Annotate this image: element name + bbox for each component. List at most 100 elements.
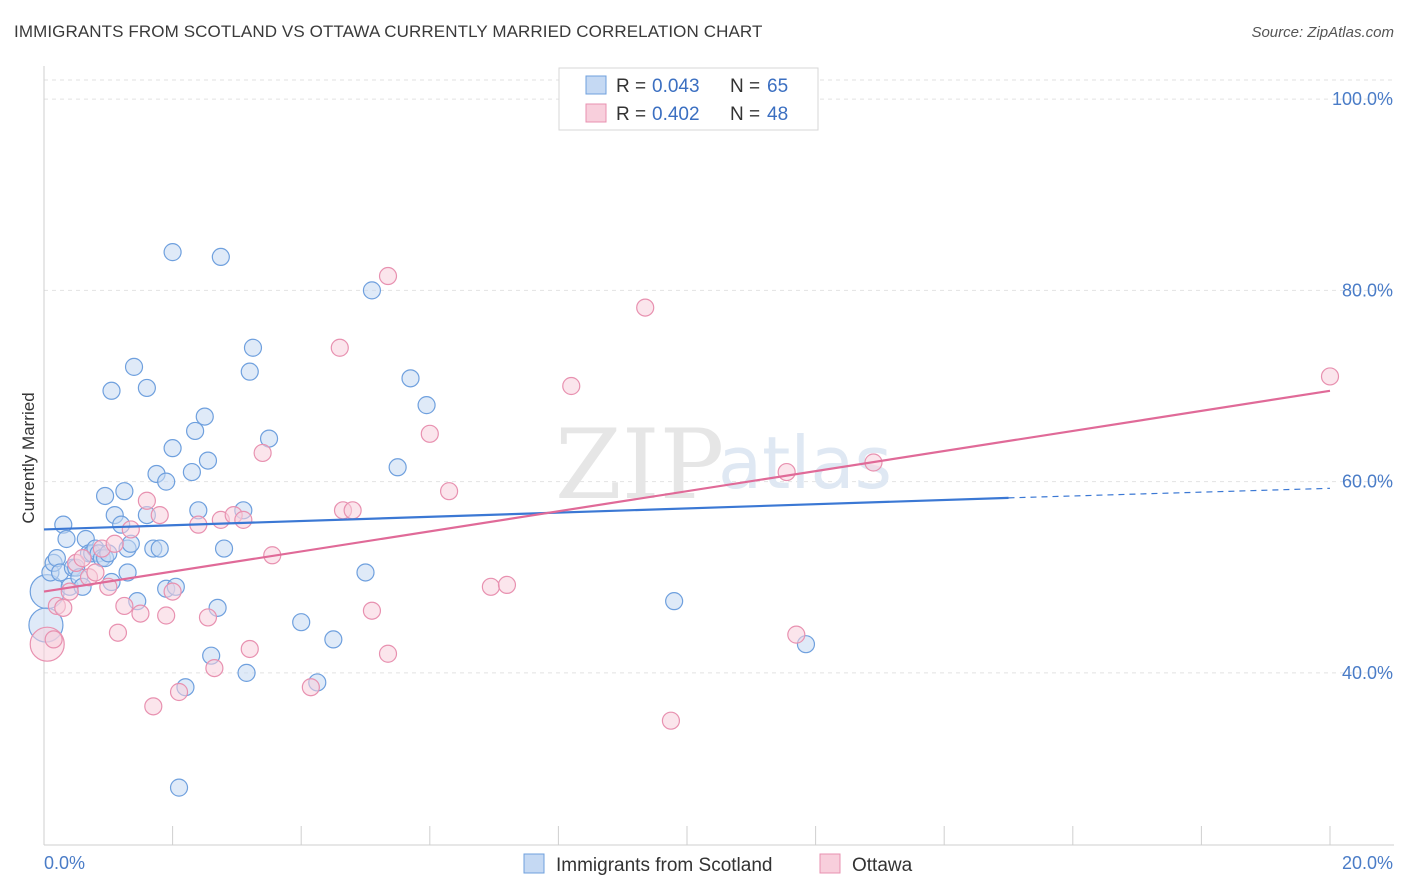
bottom-legend: Immigrants from Scotland Ottawa [523, 853, 913, 876]
point-scotland [115, 482, 134, 501]
point-ottawa [562, 376, 581, 396]
point-scotland [157, 472, 176, 491]
point-ottawa [105, 534, 124, 553]
point-scotland [292, 613, 311, 632]
point-ottawa [131, 604, 150, 623]
point-ottawa [362, 601, 382, 620]
legend-n-value-1: 65 [767, 76, 788, 97]
point-ottawa [73, 549, 92, 568]
point-ottawa [150, 505, 169, 525]
chart-source: Source: ZipAtlas.com [1251, 24, 1394, 41]
point-scotland [198, 451, 218, 470]
point-scotland [324, 630, 343, 649]
point-scotland [195, 407, 214, 426]
point-scotland [118, 563, 137, 582]
point-ottawa [1320, 367, 1340, 386]
y-tick-label: 80.0% [1342, 280, 1393, 300]
point-scotland [356, 563, 375, 582]
legend-swatch-scotland [585, 75, 607, 95]
point-ottawa [86, 563, 105, 582]
point-scotland [150, 539, 169, 558]
point-scotland [417, 396, 436, 415]
point-ottawa [115, 596, 134, 616]
watermark: ZIP atlas [555, 409, 892, 521]
point-scotland [124, 357, 144, 376]
point-scotland [388, 458, 407, 477]
point-ottawa [44, 630, 63, 649]
point-ottawa [497, 575, 517, 595]
point-scotland [169, 778, 189, 797]
point-scotland [95, 486, 115, 506]
y-tick-label: 60.0% [1342, 472, 1393, 492]
legend-r-label-1: R = [616, 76, 646, 97]
point-ottawa [198, 608, 218, 627]
watermark-zip: ZIP [555, 409, 724, 521]
point-scotland [102, 381, 121, 400]
point-ottawa [54, 598, 73, 617]
point-scotland [214, 539, 234, 558]
tick-labels: 40.0% 60.0% 80.0% 100.0% 0.0% 20.0% [44, 89, 1393, 873]
axes [43, 66, 1394, 846]
point-scotland [163, 439, 182, 458]
point-ottawa [378, 266, 398, 286]
point-ottawa [661, 711, 681, 730]
point-ottawa [420, 424, 439, 443]
point-scotland [137, 378, 156, 398]
point-scotland [182, 462, 201, 482]
point-ottawa [144, 697, 163, 716]
point-scotland [362, 281, 382, 300]
trend-line-ottawa [43, 389, 1331, 593]
point-ottawa [121, 520, 140, 539]
x-tick-label: 20.0% [1342, 853, 1393, 873]
point-ottawa [330, 338, 349, 357]
point-ottawa [787, 625, 806, 644]
point-ottawa [234, 510, 253, 529]
point-ottawa [205, 658, 224, 678]
point-ottawa [481, 577, 500, 596]
point-ottawa [636, 298, 655, 317]
legend: R = 0.043 N = 65 R = 0.402 N = 48 [558, 67, 819, 131]
bottom-legend-swatch-scotland [523, 853, 545, 874]
trend-line-scotland [43, 496, 1009, 531]
point-ottawa [157, 606, 176, 625]
point-ottawa [253, 443, 272, 463]
legend-n-value-2: 48 [767, 104, 788, 125]
point-scotland [163, 243, 182, 262]
point-ottawa [137, 491, 156, 510]
legend-r-value-2: 0.402 [652, 104, 700, 125]
legend-r-value-1: 0.043 [652, 76, 700, 97]
point-ottawa [301, 678, 320, 697]
legend-r-label-2: R = [616, 104, 646, 125]
point-scotland [243, 338, 263, 357]
y-axis-label: Currently Married [19, 392, 38, 523]
x-tick-label: 0.0% [44, 853, 85, 873]
point-scotland [237, 663, 256, 682]
point-scotland [211, 247, 230, 267]
point-ottawa [777, 462, 796, 482]
point-ottawa [163, 582, 182, 601]
point-ottawa [439, 482, 459, 501]
bottom-legend-label-scotland: Immigrants from Scotland [556, 855, 772, 876]
point-ottawa [343, 501, 362, 520]
point-scotland [240, 362, 259, 381]
point-ottawa [378, 644, 398, 663]
point-scotland [665, 592, 684, 611]
point-ottawa [108, 623, 128, 642]
trend-line-scotland-extension [1008, 487, 1331, 499]
trend-lines [43, 389, 1331, 593]
legend-n-label-2: N = [730, 104, 760, 125]
y-tick-label: 100.0% [1332, 89, 1393, 109]
data-points [28, 243, 1340, 797]
legend-swatch-ottawa [585, 103, 607, 123]
point-scotland [57, 529, 76, 549]
point-scotland [401, 369, 420, 388]
point-ottawa [240, 639, 259, 659]
chart-title: IMMIGRANTS FROM SCOTLAND VS OTTAWA CURRE… [14, 22, 763, 41]
point-scotland [186, 421, 205, 441]
y-tick-label: 40.0% [1342, 663, 1393, 683]
bottom-legend-label-ottawa: Ottawa [852, 855, 913, 876]
legend-n-label-1: N = [730, 76, 760, 97]
bottom-legend-swatch-ottawa [819, 853, 841, 874]
point-ottawa [169, 682, 189, 702]
